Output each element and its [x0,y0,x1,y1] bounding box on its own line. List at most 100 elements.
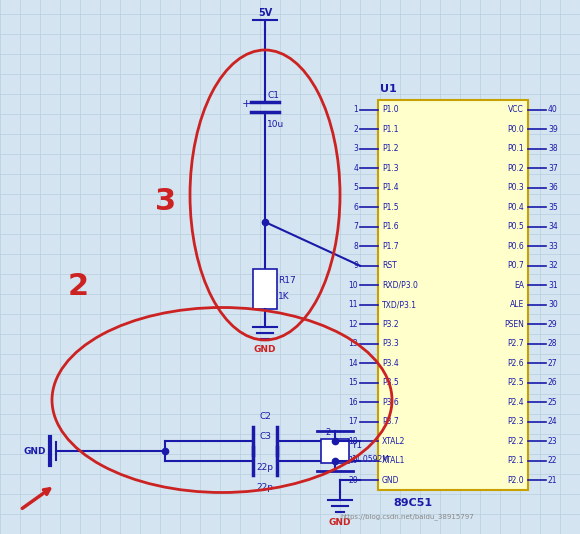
Text: 36: 36 [548,183,558,192]
Text: C3: C3 [259,432,271,441]
Text: VCC: VCC [508,105,524,114]
Text: 15: 15 [349,378,358,387]
Text: 11: 11 [349,300,358,309]
Text: P2.3: P2.3 [508,417,524,426]
Text: P2.2: P2.2 [508,437,524,446]
Text: 1: 1 [353,105,358,114]
Text: P1.7: P1.7 [382,242,398,251]
Text: XTAL2: XTAL2 [382,437,405,446]
Text: 7: 7 [353,222,358,231]
FancyBboxPatch shape [378,100,528,490]
Text: TXD/P3.1: TXD/P3.1 [382,300,417,309]
Text: C1: C1 [267,91,279,100]
Text: 3: 3 [353,144,358,153]
Text: 89C51: 89C51 [393,498,432,508]
Text: 2: 2 [68,272,89,301]
Bar [321,439,349,463]
Text: 34: 34 [548,222,558,231]
Text: 38: 38 [548,144,557,153]
Text: GND: GND [329,519,351,527]
Text: GND: GND [24,446,46,456]
Text: 23: 23 [548,437,557,446]
Text: 24: 24 [548,417,557,426]
Text: 16: 16 [349,398,358,407]
Text: P3.2: P3.2 [382,320,398,329]
Text: 22p: 22p [256,464,274,472]
Text: 3: 3 [155,187,176,216]
Text: 4: 4 [353,164,358,173]
Text: 11.0592M: 11.0592M [351,454,389,464]
Text: XTAL1: XTAL1 [382,456,405,465]
Text: Y1: Y1 [351,441,362,450]
Text: P2.1: P2.1 [508,456,524,465]
Text: P1.3: P1.3 [382,164,398,173]
Text: P0.4: P0.4 [508,203,524,212]
Bar [253,269,277,309]
Text: PSEN: PSEN [504,320,524,329]
Text: P3.6: P3.6 [382,398,399,407]
Text: P3.5: P3.5 [382,378,399,387]
Text: 9: 9 [353,261,358,270]
Text: 27: 27 [548,359,557,368]
Text: 22: 22 [548,456,557,465]
Text: 40: 40 [548,105,558,114]
Text: P0.3: P0.3 [508,183,524,192]
Text: 39: 39 [548,125,558,134]
Text: 10: 10 [349,281,358,290]
Text: GND: GND [254,344,276,354]
Text: 32: 32 [548,261,557,270]
Text: 5V: 5V [258,8,272,18]
Text: P2.4: P2.4 [508,398,524,407]
Text: P2.6: P2.6 [508,359,524,368]
Text: 14: 14 [349,359,358,368]
Text: RXD/P3.0: RXD/P3.0 [382,281,418,290]
Text: 30: 30 [548,300,558,309]
Text: P1.4: P1.4 [382,183,398,192]
Text: 1K: 1K [278,292,289,301]
Text: P0.7: P0.7 [508,261,524,270]
Text: U1: U1 [380,84,397,94]
Text: 33: 33 [548,242,558,251]
Text: ALE: ALE [510,300,524,309]
Text: 17: 17 [349,417,358,426]
Text: 21: 21 [548,476,557,485]
Text: P0.0: P0.0 [508,125,524,134]
Text: P2.0: P2.0 [508,476,524,485]
Text: https://blog.csdn.net/baidu_38915797: https://blog.csdn.net/baidu_38915797 [340,513,474,520]
Text: P3.3: P3.3 [382,339,399,348]
Text: P1.5: P1.5 [382,203,398,212]
Text: 13: 13 [349,339,358,348]
Text: 5: 5 [353,183,358,192]
Text: 29: 29 [548,320,557,329]
Text: P0.5: P0.5 [508,222,524,231]
Text: 2: 2 [353,125,358,134]
Text: 37: 37 [548,164,558,173]
Text: P1.0: P1.0 [382,105,398,114]
Text: 22p: 22p [256,483,274,492]
Text: 10u: 10u [267,120,284,129]
Text: 6: 6 [353,203,358,212]
Text: 12: 12 [349,320,358,329]
Text: 26: 26 [548,378,557,387]
Text: 31: 31 [548,281,557,290]
Text: P1.6: P1.6 [382,222,398,231]
Text: P1.2: P1.2 [382,144,398,153]
Text: 25: 25 [548,398,557,407]
Text: 35: 35 [548,203,558,212]
Text: EA: EA [514,281,524,290]
Text: 28: 28 [548,339,557,348]
Text: RST: RST [382,261,397,270]
Text: P3.7: P3.7 [382,417,399,426]
Text: P2.5: P2.5 [508,378,524,387]
Text: P0.1: P0.1 [508,144,524,153]
Text: +: + [242,99,251,109]
Text: P1.1: P1.1 [382,125,398,134]
Text: P3.4: P3.4 [382,359,399,368]
Text: P0.6: P0.6 [508,242,524,251]
Text: 8: 8 [353,242,358,251]
Text: 2: 2 [326,428,331,437]
Text: P0.2: P0.2 [508,164,524,173]
Text: C2: C2 [259,412,271,421]
Text: P2.7: P2.7 [508,339,524,348]
Text: GND: GND [382,476,400,485]
